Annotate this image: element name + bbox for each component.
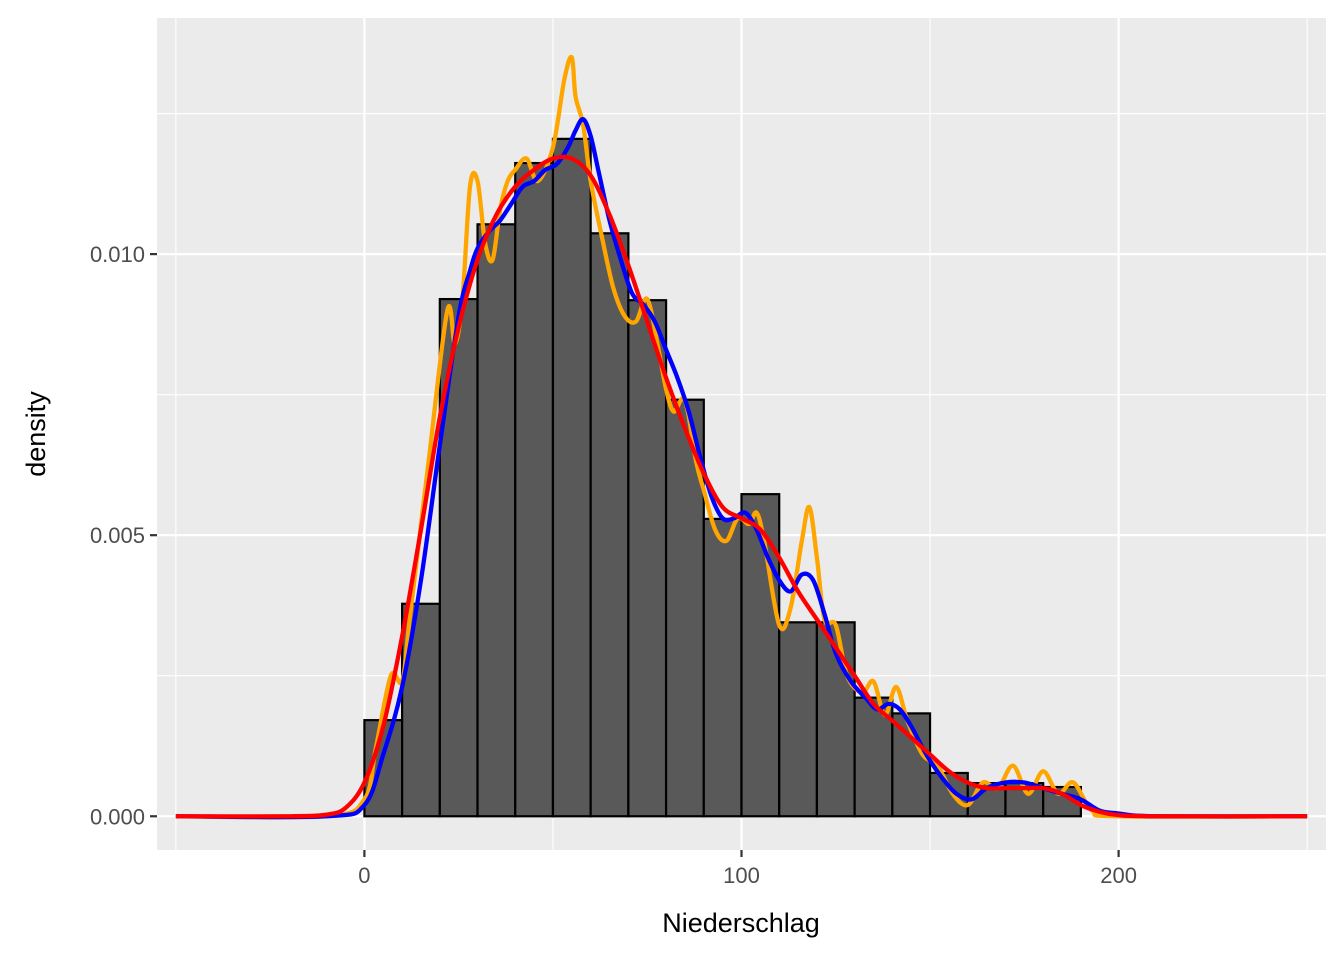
x-tick-label: 100 [723, 863, 760, 888]
y-tick-label: 0.000 [90, 804, 145, 829]
y-tick-label: 0.010 [90, 242, 145, 267]
histogram-bar [476, 223, 517, 818]
x-axis-title: Niederschlag [662, 908, 820, 938]
y-tick-label: 0.005 [90, 523, 145, 548]
histogram-bar [778, 621, 819, 818]
histogram-bar [702, 517, 743, 818]
histogram-bar [438, 297, 479, 818]
x-tick-label: 200 [1100, 863, 1137, 888]
density-curves [175, 54, 1308, 820]
histogram-bar [551, 137, 592, 818]
x-tick-label: 0 [358, 863, 370, 888]
histogram-bar [514, 161, 555, 818]
y-axis-title: density [21, 391, 51, 477]
histogram-bar [627, 299, 668, 818]
density-curve-3 [175, 154, 1308, 819]
histogram-bar [589, 232, 630, 818]
y-axis: 0.000 0.005 0.010 [90, 242, 157, 829]
x-axis: 0 100 200 [358, 850, 1137, 888]
